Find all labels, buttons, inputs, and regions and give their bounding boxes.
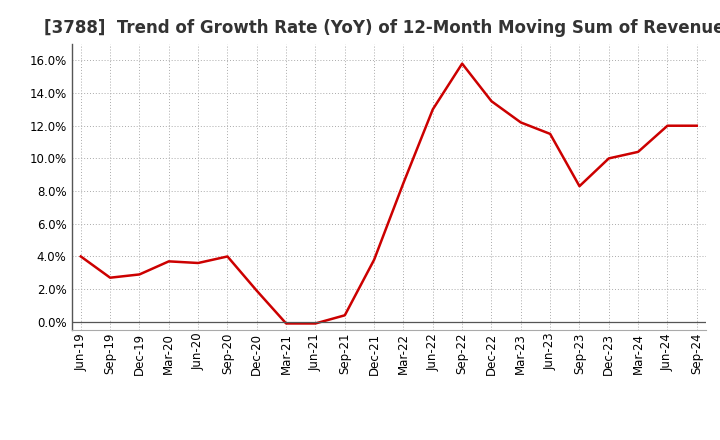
Title: [3788]  Trend of Growth Rate (YoY) of 12-Month Moving Sum of Revenues: [3788] Trend of Growth Rate (YoY) of 12-… <box>44 19 720 37</box>
